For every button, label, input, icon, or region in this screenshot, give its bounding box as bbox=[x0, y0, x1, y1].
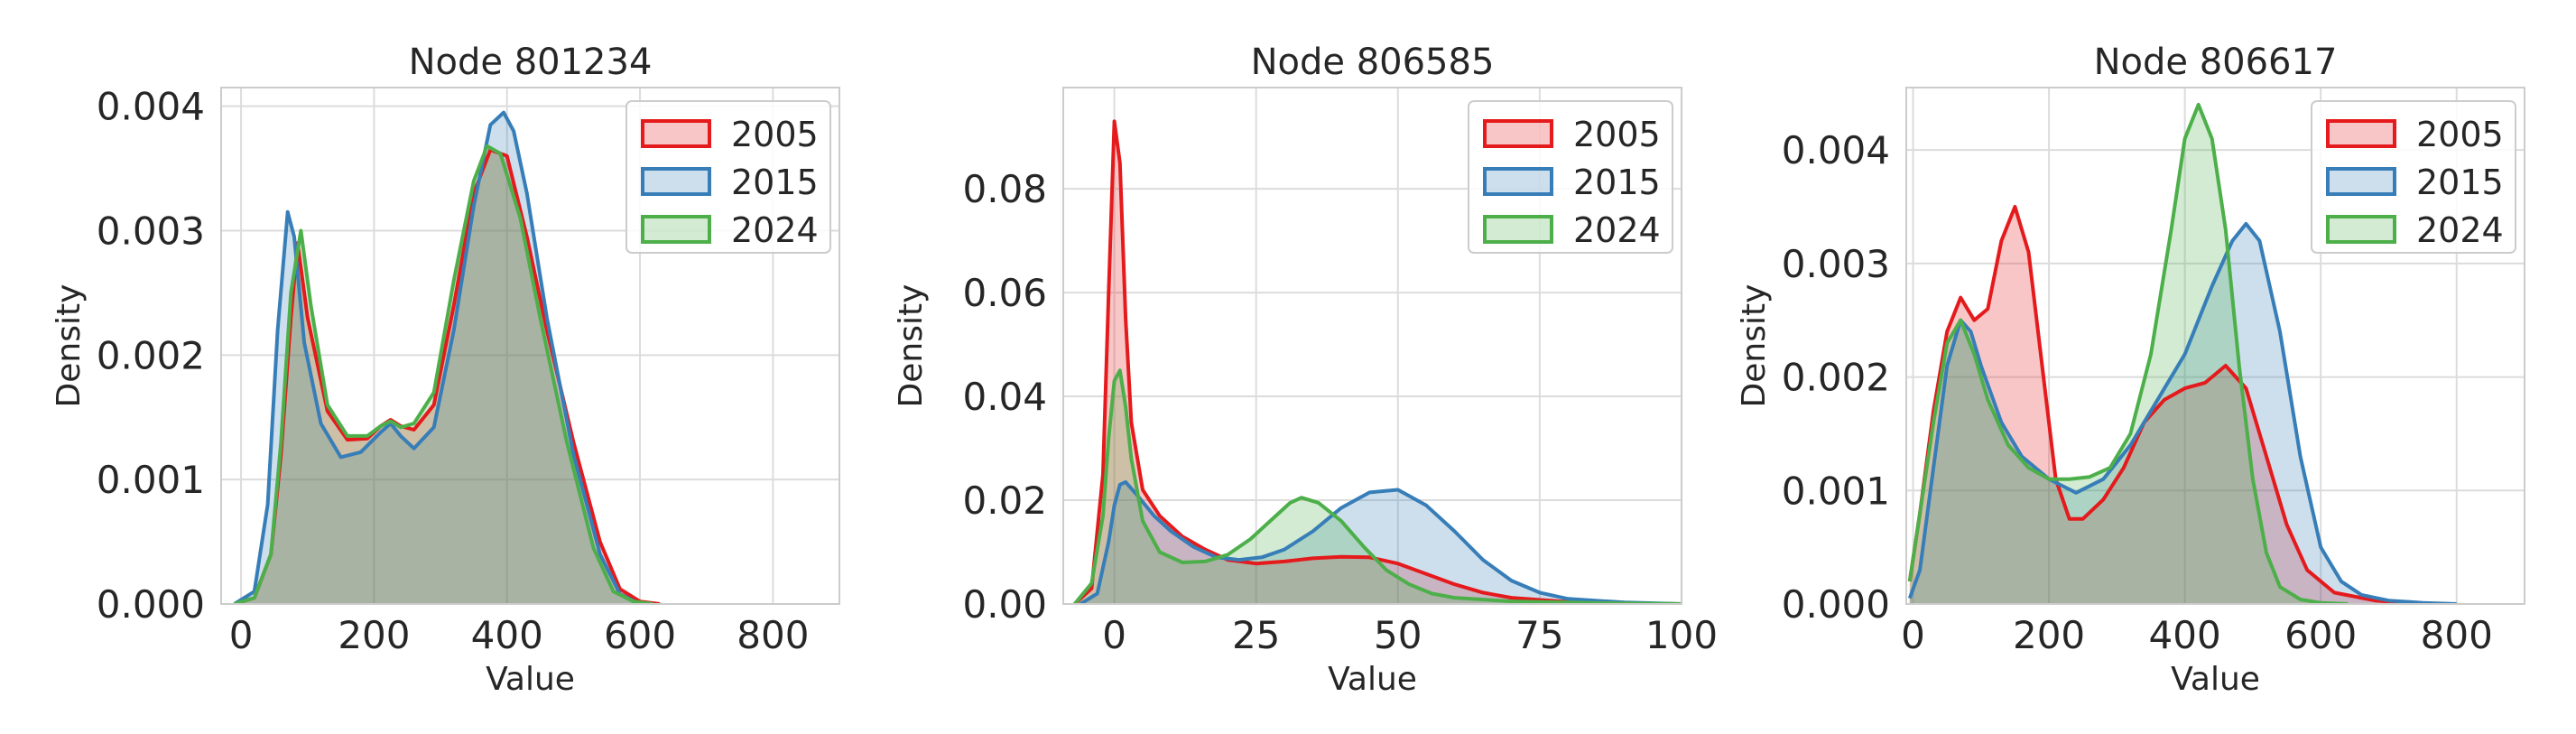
legend-label-2005: 2005 bbox=[1573, 115, 1661, 154]
x-tick-label: 600 bbox=[604, 613, 676, 657]
plot-frame bbox=[1062, 87, 1682, 605]
y-axis-label: Density bbox=[51, 284, 88, 408]
density-curves bbox=[233, 110, 661, 604]
x-tick-label: 100 bbox=[1645, 613, 1718, 657]
density-curves bbox=[1907, 102, 2457, 604]
legend-swatch-2015 bbox=[641, 167, 711, 196]
chart-title: Node 806585 bbox=[1251, 42, 1495, 83]
area-fill-2005 bbox=[1074, 121, 1682, 604]
x-tick-label: 25 bbox=[1232, 613, 1280, 657]
line-2005 bbox=[1073, 119, 1682, 604]
x-tick-label: 400 bbox=[2149, 613, 2221, 657]
density-curves bbox=[1073, 119, 1682, 604]
x-tick-label: 200 bbox=[2013, 613, 2085, 657]
legend: 2005 2015 2024 bbox=[625, 100, 831, 254]
x-axis-label: Value bbox=[486, 661, 575, 698]
x-tick-label: 200 bbox=[338, 613, 410, 657]
y-tick-label: 0.000 bbox=[1782, 582, 1890, 627]
chart-panel-3: 0 200 400 600 800 0.000 0.001 0.002 0.003 0.004 Va… bbox=[1736, 42, 2525, 698]
line-2005 bbox=[1907, 205, 2423, 604]
chart-panel-2: 0 25 50 75 100 0.00 0.02 0.04 0.06 0.08 Value Densi… bbox=[893, 42, 1718, 698]
y-tick-label: 0.002 bbox=[97, 333, 205, 377]
legend-swatch-2005 bbox=[1483, 119, 1553, 148]
x-tick-label: 600 bbox=[2284, 613, 2357, 657]
legend-label-2015: 2015 bbox=[1573, 163, 1661, 202]
area-fill-2015 bbox=[1909, 223, 2457, 604]
y-tick-label: 0.001 bbox=[1782, 469, 1890, 513]
area-fill-2015 bbox=[1080, 481, 1682, 604]
x-tick-label: 0 bbox=[1102, 613, 1126, 657]
legend-swatch-2005 bbox=[641, 119, 711, 148]
y-axis-label: Density bbox=[1736, 284, 1773, 408]
legend-label-2015: 2015 bbox=[731, 163, 819, 202]
x-axis-label: Value bbox=[1328, 661, 1417, 698]
line-2024 bbox=[234, 144, 654, 604]
legend-label-2005: 2005 bbox=[731, 115, 819, 154]
line-2024 bbox=[1907, 102, 2349, 604]
line-2024 bbox=[1073, 368, 1682, 604]
legend-label-2024: 2024 bbox=[731, 210, 819, 250]
area-fill-2005 bbox=[1909, 207, 2423, 604]
y-tick-label: 0.02 bbox=[962, 478, 1047, 523]
chart-panel-1: 0 200 400 600 800 0.000 0.001 0.002 0.003 0.004 Va… bbox=[51, 42, 840, 698]
y-tick-label: 0.001 bbox=[97, 458, 205, 502]
y-tick-label: 0.004 bbox=[97, 85, 205, 129]
y-tick-label: 0.002 bbox=[1782, 356, 1890, 400]
area-fill-2005 bbox=[234, 149, 661, 604]
legend-label-2024: 2024 bbox=[2416, 210, 2504, 250]
y-tick-label: 0.003 bbox=[97, 209, 205, 254]
area-fill-2024 bbox=[1909, 104, 2349, 604]
x-tick-label: 50 bbox=[1374, 613, 1422, 657]
y-tick-label: 0.06 bbox=[962, 271, 1047, 315]
x-tick-label: 400 bbox=[471, 613, 543, 657]
x-axis-label: Value bbox=[2171, 661, 2260, 698]
legend-swatch-2024 bbox=[2326, 215, 2396, 244]
y-tick-label: 0.00 bbox=[962, 582, 1047, 627]
y-tick-label: 0.004 bbox=[1782, 128, 1890, 172]
x-tick-label: 0 bbox=[229, 613, 254, 657]
x-tick-label: 800 bbox=[2421, 613, 2493, 657]
legend-swatch-2005 bbox=[2326, 119, 2396, 148]
x-tick-label: 75 bbox=[1515, 613, 1563, 657]
legend-label-2015: 2015 bbox=[2416, 163, 2504, 202]
y-tick-label: 0.003 bbox=[1782, 242, 1890, 286]
legend-swatch-2024 bbox=[1483, 215, 1553, 244]
legend: 2005 2015 2024 bbox=[2311, 100, 2516, 254]
chart-title: Node 801234 bbox=[409, 42, 653, 83]
x-tick-label: 800 bbox=[737, 613, 809, 657]
line-2015 bbox=[1079, 479, 1682, 604]
y-tick-label: 0.04 bbox=[962, 375, 1047, 419]
legend-swatch-2015 bbox=[2326, 167, 2396, 196]
legend-swatch-2024 bbox=[641, 215, 711, 244]
plot-frame bbox=[220, 87, 840, 605]
chart-title: Node 806617 bbox=[2094, 42, 2338, 83]
legend-label-2005: 2005 bbox=[2416, 115, 2504, 154]
y-tick-label: 0.000 bbox=[97, 582, 205, 627]
y-tick-label: 0.08 bbox=[962, 167, 1047, 211]
y-axis-label: Density bbox=[893, 284, 930, 408]
area-fill-2024 bbox=[1074, 370, 1682, 604]
x-tick-label: 0 bbox=[1901, 613, 1925, 657]
legend: 2005 2015 2024 bbox=[1468, 100, 1673, 254]
plot-frame bbox=[1905, 87, 2525, 605]
line-2015 bbox=[233, 110, 641, 604]
legend-swatch-2015 bbox=[1483, 167, 1553, 196]
legend-label-2024: 2024 bbox=[1573, 210, 1661, 250]
area-fill-2015 bbox=[234, 112, 640, 604]
